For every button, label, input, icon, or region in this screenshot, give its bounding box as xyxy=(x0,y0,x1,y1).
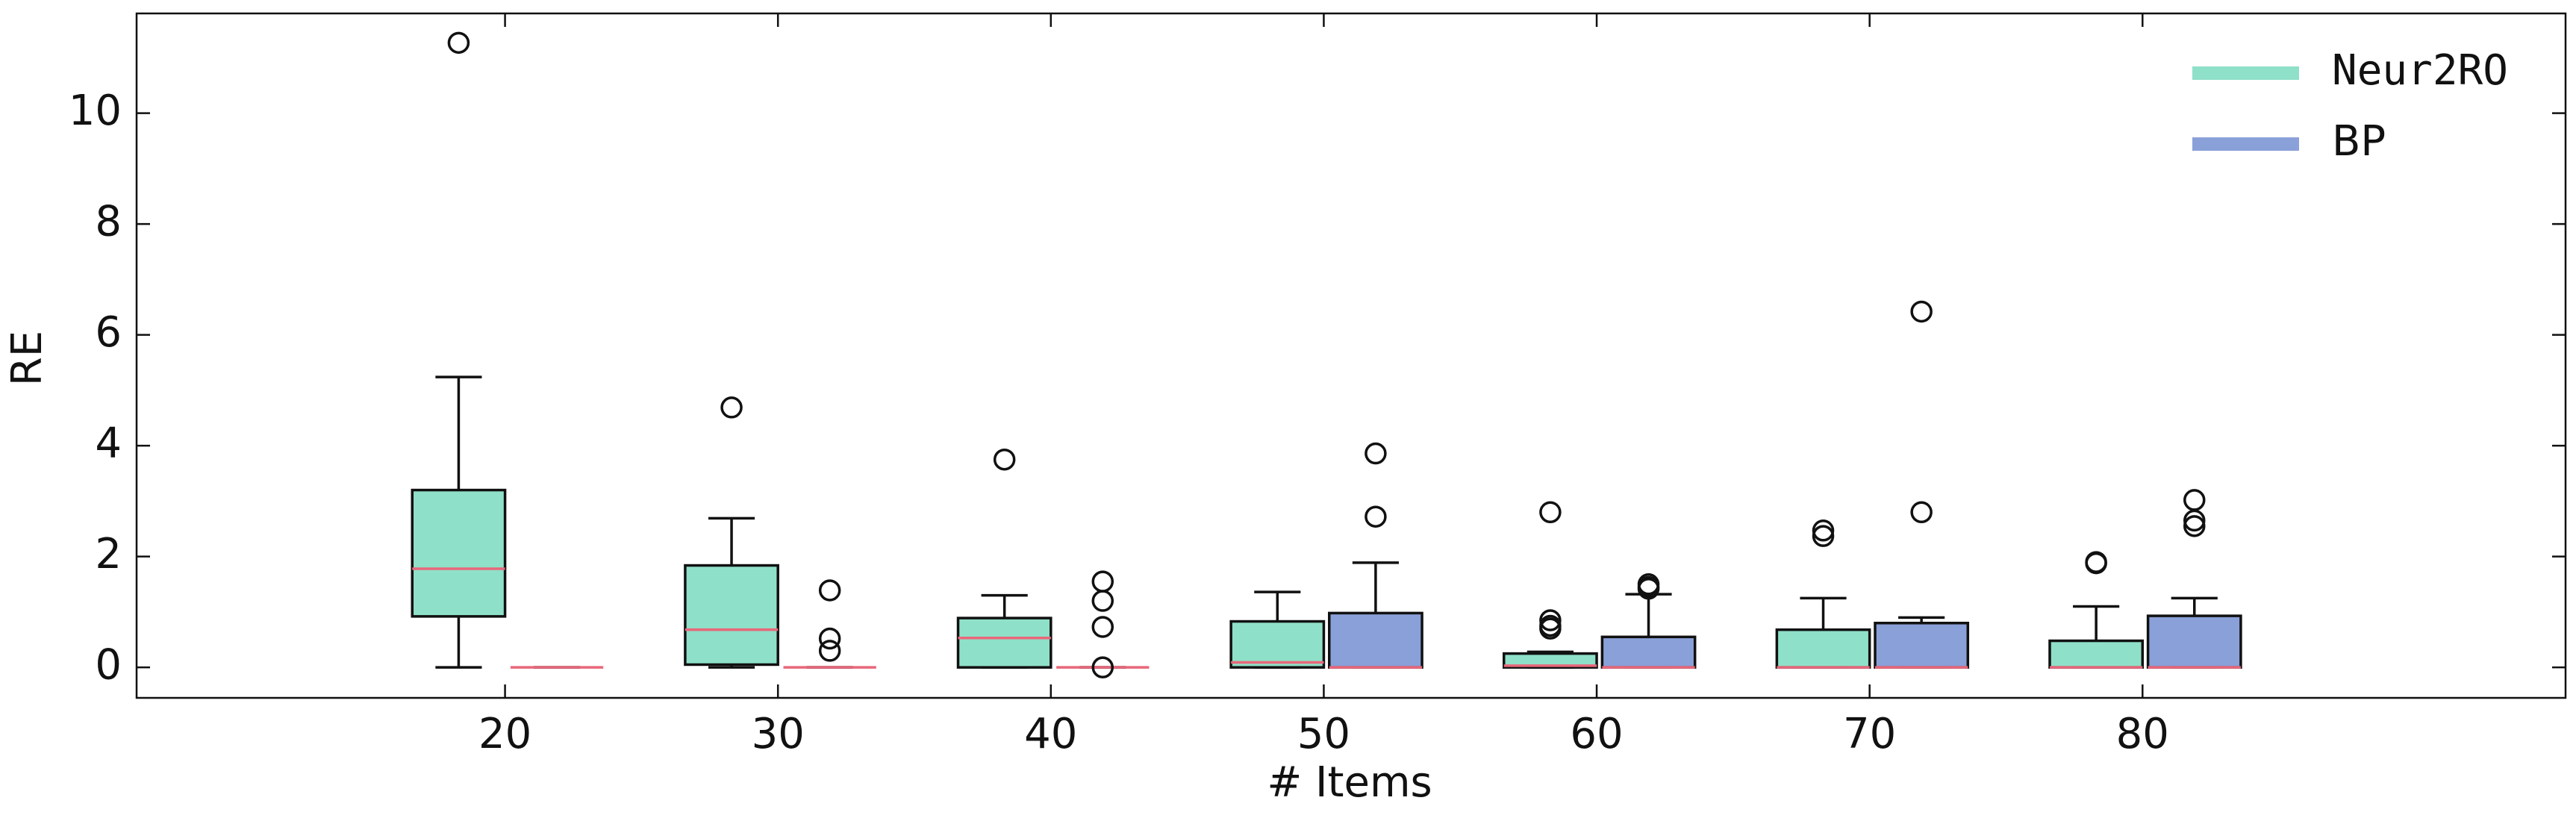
box xyxy=(1229,620,1326,669)
y-tick-label: 0 xyxy=(95,640,122,689)
outlier xyxy=(2183,515,2206,537)
y-tick-label: 6 xyxy=(95,308,122,357)
outlier xyxy=(2183,489,2206,511)
outlier xyxy=(2085,552,2107,575)
x-tick-label: 70 xyxy=(1843,710,1896,758)
outlier xyxy=(1091,656,1114,678)
box xyxy=(956,617,1052,669)
outlier xyxy=(818,579,841,602)
outlier xyxy=(1091,590,1114,612)
outlier xyxy=(1091,570,1114,593)
plot-frame xyxy=(135,12,2567,699)
outlier xyxy=(1539,501,1562,524)
x-axis-label: # Items xyxy=(1267,758,1432,807)
outlier xyxy=(720,396,743,419)
outlier xyxy=(2183,509,2206,532)
outlier xyxy=(1812,525,1835,547)
outlier xyxy=(1812,519,1835,542)
box xyxy=(1775,628,1871,669)
outlier xyxy=(1091,616,1114,638)
y-tick-label: 2 xyxy=(95,530,122,578)
outlier xyxy=(1539,609,1562,631)
y-axis-label: RE xyxy=(3,331,52,386)
box xyxy=(411,488,507,618)
outlier xyxy=(1910,300,1933,323)
outlier xyxy=(993,448,1016,471)
box xyxy=(1874,622,1970,669)
y-tick-label: 10 xyxy=(69,87,122,135)
legend-label: BP xyxy=(2332,117,2386,166)
x-tick-label: 50 xyxy=(1297,710,1350,758)
outlier xyxy=(818,640,841,662)
box xyxy=(1328,611,1423,669)
outlier xyxy=(1637,577,1660,600)
x-tick-label: 30 xyxy=(752,710,805,758)
outlier xyxy=(818,627,841,650)
y-tick-label: 8 xyxy=(95,197,122,246)
x-tick-label: 60 xyxy=(1570,710,1623,758)
box xyxy=(2146,614,2242,669)
x-tick-label: 80 xyxy=(2116,710,2169,758)
box xyxy=(1600,635,1697,669)
outlier xyxy=(1539,617,1562,640)
outlier xyxy=(1365,505,1387,528)
outlier xyxy=(1365,442,1387,465)
box xyxy=(2048,639,2145,669)
box xyxy=(684,564,779,667)
x-tick-label: 40 xyxy=(1024,710,1077,758)
y-tick-label: 4 xyxy=(95,419,122,467)
outlier xyxy=(1910,501,1933,524)
outlier xyxy=(447,31,470,54)
x-tick-label: 20 xyxy=(478,710,531,758)
legend-label: Neur2RO xyxy=(2332,46,2508,95)
box xyxy=(1502,652,1598,669)
